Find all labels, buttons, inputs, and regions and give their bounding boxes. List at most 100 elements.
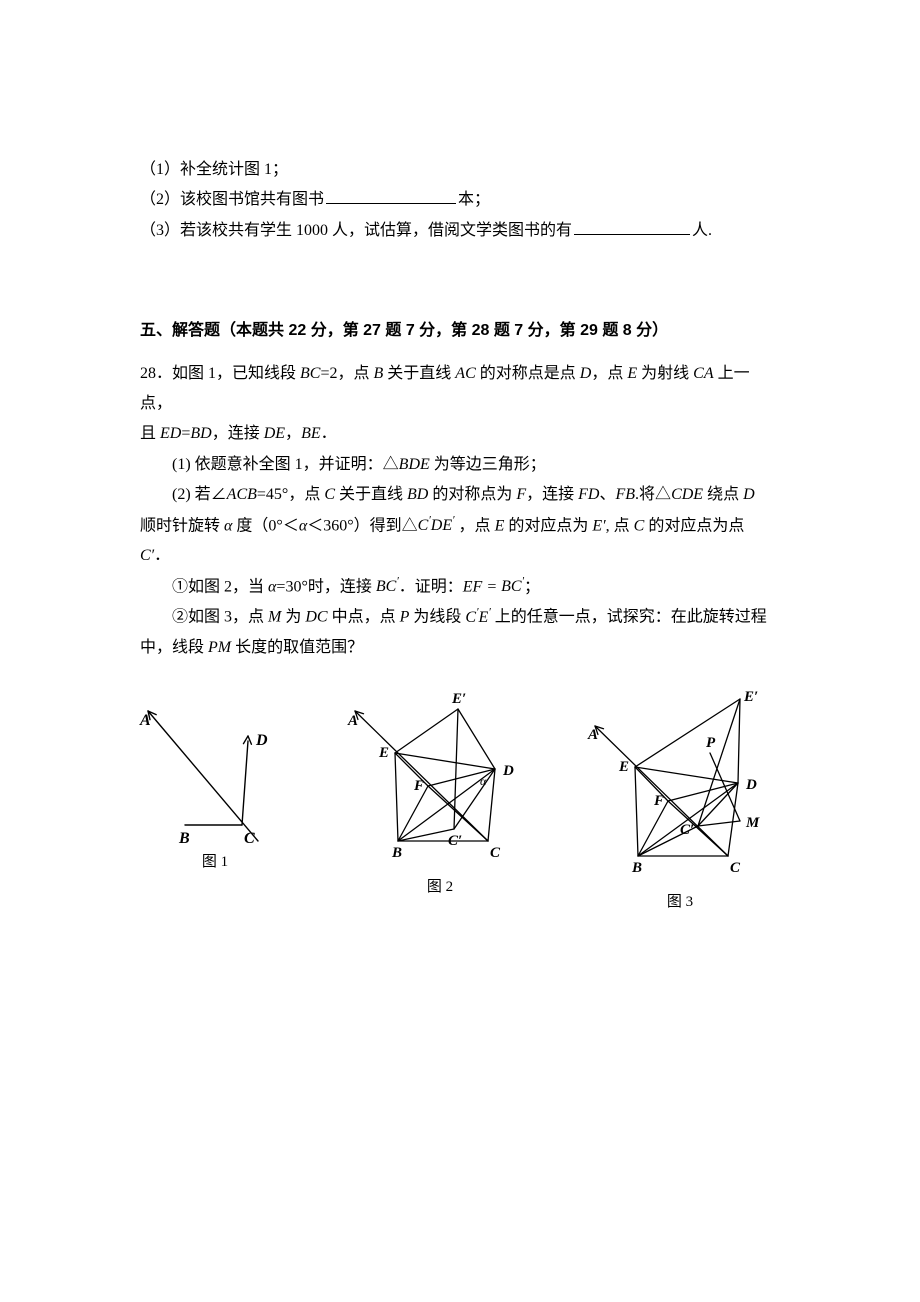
var-C: C — [634, 517, 645, 534]
p28-sub2-2-line2: 中，线段 PM 长度的取值范围？ — [140, 633, 780, 663]
sub2-pre: （2）该校图书馆共有图书 — [140, 191, 324, 208]
fig2-svg: αAEBCDFE′C′ — [340, 681, 540, 871]
spacer — [140, 246, 780, 316]
svg-text:F: F — [653, 793, 664, 809]
svg-text:D: D — [255, 732, 268, 749]
figure-3: AEBCDFE′C′PM 图 3 — [580, 681, 780, 917]
var-PM: PM — [208, 639, 231, 656]
svg-text:E: E — [378, 745, 389, 761]
txt: 为射线 — [637, 365, 693, 382]
figure-row: ABCD 图 1 αAEBCDFE′C′ 图 2 AEBCDFE′C′PM 图 … — [130, 681, 780, 917]
txt: 为线段 — [409, 609, 465, 626]
txt: ． — [154, 547, 170, 564]
svg-text:M: M — [745, 815, 760, 831]
txt: 顺时针旋转 — [140, 517, 224, 534]
t: BC — [376, 578, 396, 595]
var-E: E — [495, 517, 505, 534]
svg-text:A: A — [587, 727, 598, 743]
figure-2: αAEBCDFE′C′ 图 2 — [340, 681, 540, 917]
txt: ．证明： — [399, 578, 463, 595]
svg-text:α: α — [480, 774, 487, 788]
txt: .将△ — [635, 486, 671, 503]
var-C: C — [324, 486, 335, 503]
p28-sub2-line3: C′． — [140, 541, 780, 571]
fig3-caption: 图 3 — [580, 888, 780, 917]
var-CpEp: C′E′ — [465, 609, 490, 626]
txt: ＜360°）得到△ — [307, 517, 417, 534]
txt: 为等边三角形； — [430, 456, 546, 473]
txt: 绕点 — [703, 486, 743, 503]
txt: ； — [524, 578, 540, 595]
var-BD: BD — [407, 486, 428, 503]
svg-text:A: A — [347, 713, 358, 729]
svg-text:C: C — [490, 845, 501, 861]
var-D: D — [580, 365, 592, 382]
svg-text:E′: E′ — [451, 691, 466, 707]
figure-1: ABCD 图 1 — [130, 681, 300, 917]
var-AC: AC — [455, 365, 475, 382]
txt: =30°时，连接 — [276, 578, 375, 595]
sub2-blank[interactable] — [326, 187, 456, 204]
txt: 关于直线 — [335, 486, 407, 503]
var-EF: EF — [463, 578, 483, 595]
txt: 的对称点为 — [428, 486, 516, 503]
txt: 、 — [599, 486, 615, 503]
txt: ， — [285, 425, 301, 442]
fig1-caption: 图 1 — [130, 848, 300, 877]
p28-intro-line1: 28．如图 1，已知线段 BC=2，点 B 关于直线 AC 的对称点是点 D，点… — [140, 359, 780, 420]
svg-text:C: C — [730, 860, 741, 876]
txt: 的对称点是点 — [476, 365, 580, 382]
t: DE — [431, 517, 452, 534]
txt: = — [482, 578, 501, 595]
t: BC — [501, 578, 521, 595]
txt: (1) 依题意补全图 1，并证明：△ — [172, 456, 399, 473]
txt: ，连接 — [212, 425, 264, 442]
var-BCp2: BC′ — [501, 578, 524, 595]
svg-text:C: C — [244, 830, 255, 846]
svg-text:F: F — [413, 778, 424, 794]
var-CDE: CDE — [671, 486, 703, 503]
txt: 关于直线 — [383, 365, 455, 382]
var-E: E — [627, 365, 637, 382]
fig1-svg: ABCD — [130, 681, 300, 846]
var-BD: BD — [190, 425, 211, 442]
var-M: M — [268, 609, 281, 626]
var-BCp: BC′ — [376, 578, 399, 595]
prev-q-sub3: （3）若该校共有学生 1000 人，试估算，借阅文学类图书的有 人. — [140, 216, 780, 246]
txt: ，连接 — [526, 486, 578, 503]
svg-text:B: B — [631, 860, 642, 876]
txt: 的对应点为点 — [644, 517, 744, 534]
var-CA: CA — [693, 365, 713, 382]
txt: 中点，点 — [328, 609, 400, 626]
var-ACB: ACB — [227, 486, 257, 503]
var-alpha: α — [299, 517, 307, 534]
svg-text:E′: E′ — [743, 689, 758, 705]
var-DE: DE — [264, 425, 285, 442]
fig3-svg: AEBCDFE′C′PM — [580, 681, 780, 886]
txt: ①如图 2，当 — [172, 578, 268, 595]
svg-text:D: D — [502, 763, 514, 779]
p28-sub2-1: ①如图 2，当 α=30°时，连接 BC′．证明：EF = BC′； — [140, 572, 780, 603]
txt: , 点 — [606, 517, 634, 534]
var-F: F — [516, 486, 526, 503]
svg-text:E: E — [618, 759, 629, 775]
var-B: B — [374, 365, 384, 382]
sub3-post: 人. — [692, 222, 712, 239]
sub3-blank[interactable] — [574, 218, 690, 235]
txt: =45°，点 — [257, 486, 324, 503]
var-FD: FD — [578, 486, 599, 503]
p28-sub1: (1) 依题意补全图 1，并证明：△BDE 为等边三角形； — [140, 450, 780, 480]
p28-sub2-line2: 顺时针旋转 α 度（0°＜α＜360°）得到△C′DE′ ，点 E 的对应点为 … — [140, 511, 780, 542]
sub3-pre: （3）若该校共有学生 1000 人，试估算，借阅文学类图书的有 — [140, 222, 572, 239]
svg-text:C′: C′ — [680, 822, 694, 838]
txt: 上的任意一点，试探究：在此旋转过程 — [491, 609, 767, 626]
t: C — [465, 609, 476, 626]
txt: ，点 — [591, 365, 627, 382]
t: C — [418, 517, 429, 534]
var-BDE: BDE — [399, 456, 430, 473]
p28-sub2-2-line1: ②如图 3，点 M 为 DC 中点，点 P 为线段 C′E′ 上的任意一点，试探… — [140, 602, 780, 633]
txt: ． — [321, 425, 337, 442]
svg-text:B: B — [391, 845, 402, 861]
section-title: 五、解答题（本题共 22 分，第 27 题 7 分，第 28 题 7 分，第 2… — [140, 316, 780, 346]
p28-intro-line2: 且 ED=BD，连接 DE，BE． — [140, 419, 780, 449]
